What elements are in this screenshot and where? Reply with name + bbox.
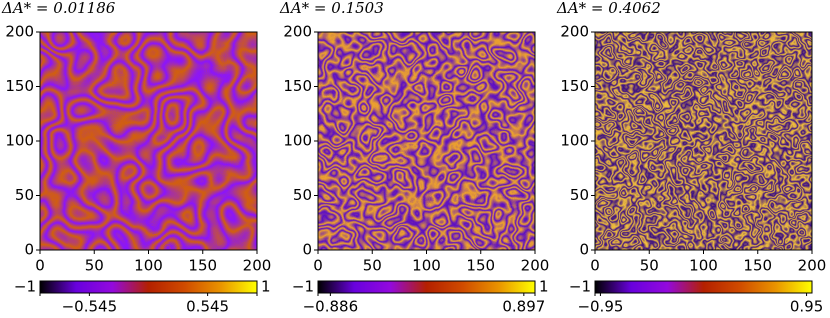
y-tick-label: 150 <box>560 77 589 95</box>
colorbar <box>317 280 536 294</box>
y-tick-label: 0 <box>302 241 312 259</box>
y-tick-label: 100 <box>283 132 312 150</box>
x-tick-label: 100 <box>412 257 441 275</box>
colorbar-label: 1 <box>261 278 271 296</box>
y-tick-label: 100 <box>5 132 34 150</box>
x-tick-label: 100 <box>134 257 163 275</box>
colorbar-label: 0.95 <box>790 298 823 316</box>
y-tick-label: 150 <box>283 77 312 95</box>
heatmap-image <box>595 32 812 250</box>
x-tick-label: 200 <box>798 257 827 275</box>
panel-title: ΔA* = 0.01186 <box>1 0 116 17</box>
colorbar-label: −0.886 <box>303 298 359 316</box>
x-tick-label: 50 <box>363 257 382 275</box>
colorbar-label: −0.545 <box>62 298 118 316</box>
x-tick-label: 100 <box>689 257 718 275</box>
x-tick-label: 200 <box>521 257 550 275</box>
y-tick-label: 150 <box>5 77 34 95</box>
heatmap-image <box>40 32 257 250</box>
heatmap-image <box>318 32 535 250</box>
y-tick-label: 0 <box>24 241 34 259</box>
x-tick-label: 50 <box>85 257 104 275</box>
colorbar-label: −0.95 <box>577 298 623 316</box>
y-tick-label: 200 <box>5 23 34 41</box>
colorbar-label: −1 <box>569 278 591 296</box>
y-tick-label: 50 <box>293 186 312 204</box>
x-tick-label: 0 <box>313 257 323 275</box>
x-tick-label: 0 <box>590 257 600 275</box>
x-tick-label: 200 <box>243 257 272 275</box>
y-tick-label: 200 <box>560 23 589 41</box>
colorbar <box>39 280 258 294</box>
y-tick-label: 100 <box>560 132 589 150</box>
y-tick-label: 0 <box>579 241 589 259</box>
x-tick-label: 150 <box>188 257 217 275</box>
x-tick-label: 50 <box>640 257 659 275</box>
x-tick-label: 150 <box>743 257 772 275</box>
y-tick-label: 200 <box>283 23 312 41</box>
colorbar-label: 0.545 <box>186 298 229 316</box>
y-tick-label: 50 <box>15 186 34 204</box>
colorbar-label: 1 <box>539 278 549 296</box>
panel-title: ΔA* = 0.1503 <box>279 0 384 17</box>
colorbar-label: 0.897 <box>502 298 545 316</box>
y-tick-label: 50 <box>570 186 589 204</box>
x-tick-label: 150 <box>466 257 495 275</box>
colorbar-label: −1 <box>14 278 36 296</box>
x-tick-label: 0 <box>35 257 45 275</box>
colorbar <box>594 280 813 294</box>
panel-title: ΔA* = 0.4062 <box>556 0 661 17</box>
colorbar-label: −1 <box>292 278 314 296</box>
